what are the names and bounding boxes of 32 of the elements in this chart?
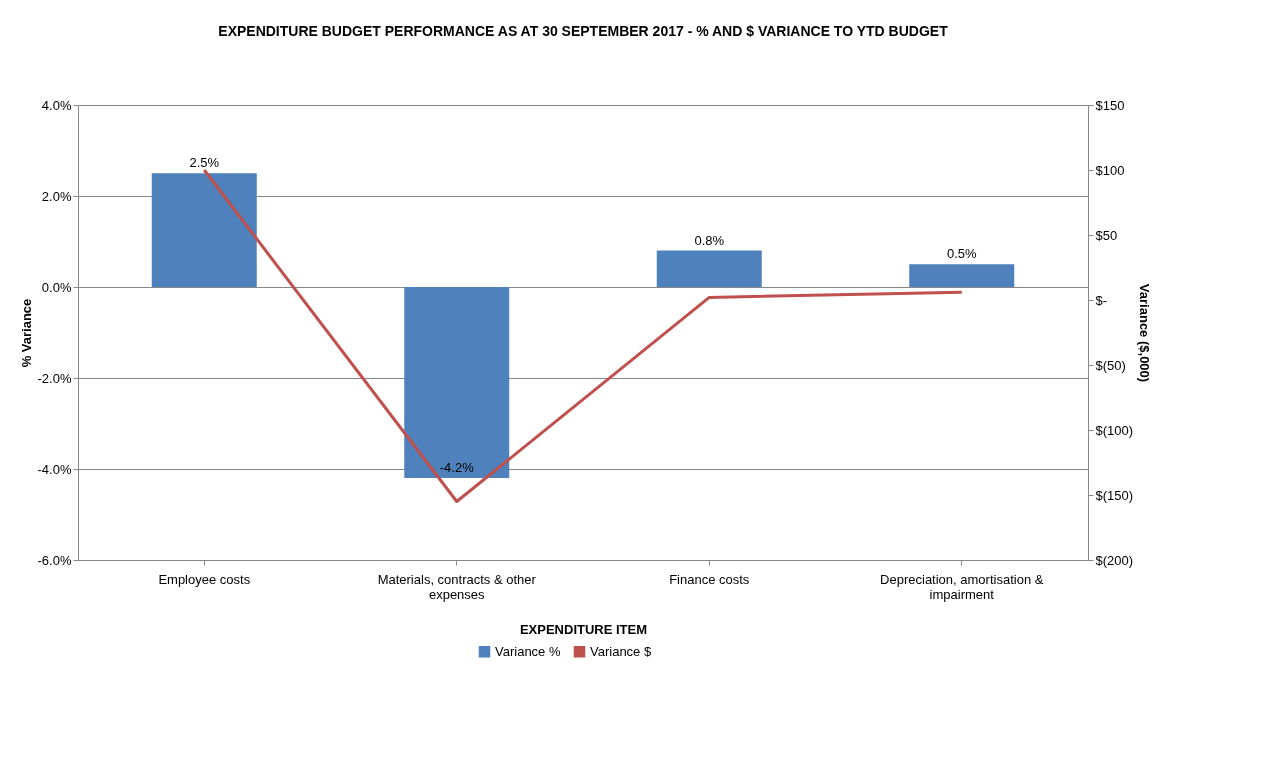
y2-tick-label: $100 <box>1095 162 1125 178</box>
x-tick-label: Finance costs <box>669 571 750 587</box>
y-tick-label: 2.0% <box>41 188 72 204</box>
legend-label: Variance $ <box>590 643 652 659</box>
data-label: 0.8% <box>694 232 725 248</box>
chart-title: EXPENDITURE BUDGET PERFORMANCE AS AT 30 SEPTEMBER 2017 - % AND $ VARIANCE TO YTD BUDGET <box>218 23 949 39</box>
y-tick-label: 4.0% <box>41 97 72 113</box>
bar <box>404 287 510 479</box>
y-tick-label: -4.0% <box>37 461 72 477</box>
y2-tick-label: $(100) <box>1095 422 1134 438</box>
x-tick-label: Materials, contracts & other expenses <box>377 571 537 602</box>
y2-tick-label: $(200) <box>1095 552 1134 568</box>
bar <box>151 173 257 287</box>
y-tick-label: 0.0% <box>41 279 72 295</box>
bar <box>656 250 762 287</box>
y2-tick-label: $50 <box>1095 227 1118 243</box>
data-label: -4.2% <box>439 460 475 476</box>
y-tick-label: -2.0% <box>37 370 72 386</box>
bar <box>909 264 1015 287</box>
x-axis-title: EXPENDITURE ITEM <box>519 621 648 637</box>
legend-label: Variance % <box>495 643 561 659</box>
y2-tick-label: $(50) <box>1095 357 1126 373</box>
data-label: 2.5% <box>189 155 220 171</box>
x-tick-label: Employee costs <box>158 571 251 587</box>
y2-tick-label: $150 <box>1095 97 1125 113</box>
y-tick-label: -6.0% <box>37 552 72 568</box>
x-tick-label: Depreciation, amortisation & impairment <box>880 571 1044 602</box>
y2-axis-title: Variance ($,000) <box>1137 283 1153 383</box>
y2-tick-label: $(150) <box>1095 487 1134 503</box>
y-axis-title: % Variance <box>18 298 34 368</box>
data-label: 0.5% <box>946 246 977 262</box>
y2-tick-label: $- <box>1095 292 1108 308</box>
